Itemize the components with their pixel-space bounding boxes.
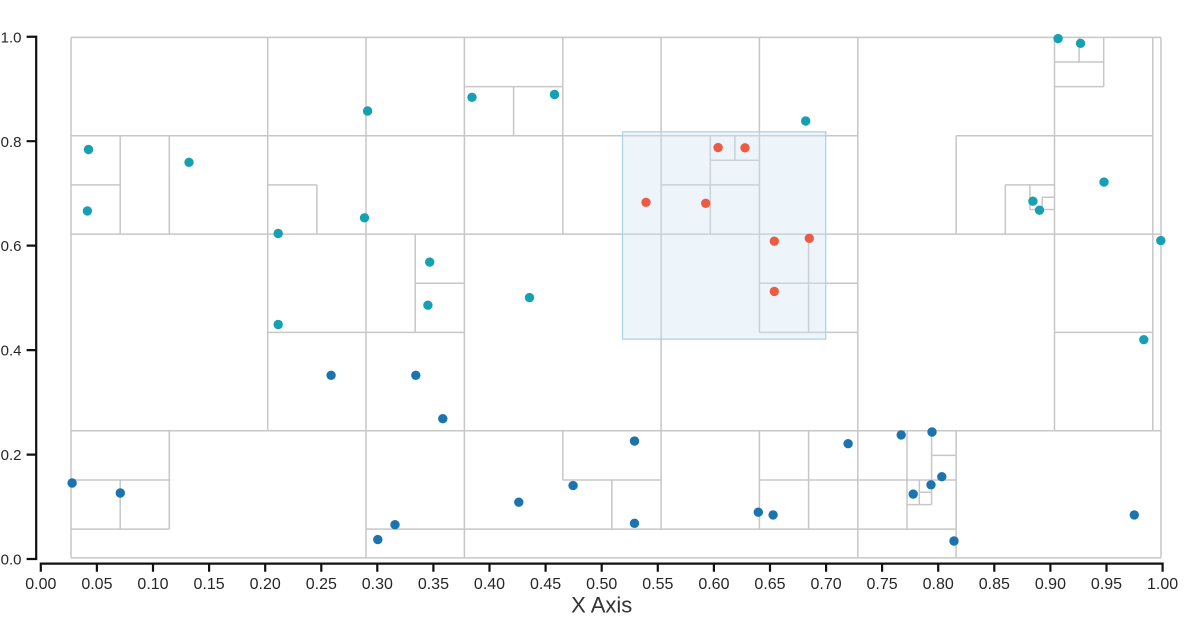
svg-text:X Axis: X Axis <box>571 593 632 618</box>
svg-text:0.0: 0.0 <box>1 552 22 569</box>
svg-text:0.50: 0.50 <box>586 576 617 593</box>
svg-text:0.70: 0.70 <box>811 576 842 593</box>
svg-text:0.60: 0.60 <box>698 576 729 593</box>
svg-text:0.20: 0.20 <box>250 576 281 593</box>
svg-text:1.0: 1.0 <box>1 29 22 46</box>
svg-text:0.55: 0.55 <box>642 576 673 593</box>
svg-text:0.95: 0.95 <box>1091 576 1122 593</box>
svg-text:0.35: 0.35 <box>418 576 449 593</box>
svg-text:0.4: 0.4 <box>1 343 22 360</box>
svg-text:0.10: 0.10 <box>137 576 168 593</box>
svg-text:0.80: 0.80 <box>923 576 954 593</box>
svg-text:0.40: 0.40 <box>474 576 505 593</box>
svg-text:0.65: 0.65 <box>754 576 785 593</box>
svg-text:0.05: 0.05 <box>81 576 112 593</box>
svg-text:0.2: 0.2 <box>1 447 22 464</box>
svg-text:1.00: 1.00 <box>1147 576 1178 593</box>
svg-text:0.6: 0.6 <box>1 238 22 255</box>
svg-text:0.25: 0.25 <box>306 576 337 593</box>
svg-text:0.45: 0.45 <box>530 576 561 593</box>
svg-text:0.00: 0.00 <box>25 576 56 593</box>
svg-text:0.85: 0.85 <box>979 576 1010 593</box>
svg-text:0.90: 0.90 <box>1035 576 1066 593</box>
svg-text:0.8: 0.8 <box>1 134 22 151</box>
svg-text:0.30: 0.30 <box>362 576 393 593</box>
svg-text:0.75: 0.75 <box>867 576 898 593</box>
svg-text:0.15: 0.15 <box>194 576 225 593</box>
